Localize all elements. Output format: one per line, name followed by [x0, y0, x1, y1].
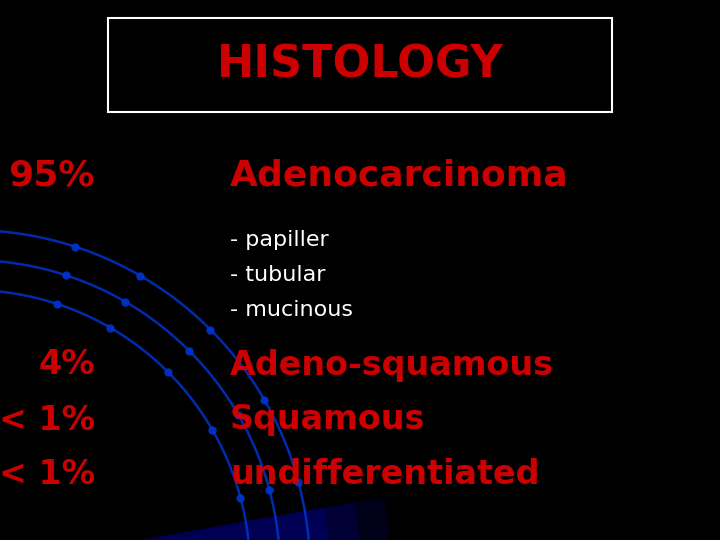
Text: HISTOLOGY: HISTOLOGY	[217, 44, 503, 86]
Text: - papiller: - papiller	[230, 230, 329, 250]
Text: Squamous: Squamous	[230, 403, 426, 436]
Text: Adenocarcinoma: Adenocarcinoma	[230, 158, 569, 192]
Wedge shape	[0, 508, 330, 540]
Text: - mucinous: - mucinous	[230, 300, 353, 320]
Text: - tubular: - tubular	[230, 265, 325, 285]
Text: undifferentiated: undifferentiated	[230, 458, 539, 491]
Text: 95%: 95%	[9, 158, 95, 192]
Bar	[108, 18, 612, 112]
Wedge shape	[0, 502, 360, 540]
Wedge shape	[0, 497, 390, 540]
Text: < 1%: < 1%	[0, 403, 95, 436]
Text: 4%: 4%	[38, 348, 95, 381]
Text: < 1%: < 1%	[0, 458, 95, 491]
Text: Adeno-squamous: Adeno-squamous	[230, 348, 554, 381]
